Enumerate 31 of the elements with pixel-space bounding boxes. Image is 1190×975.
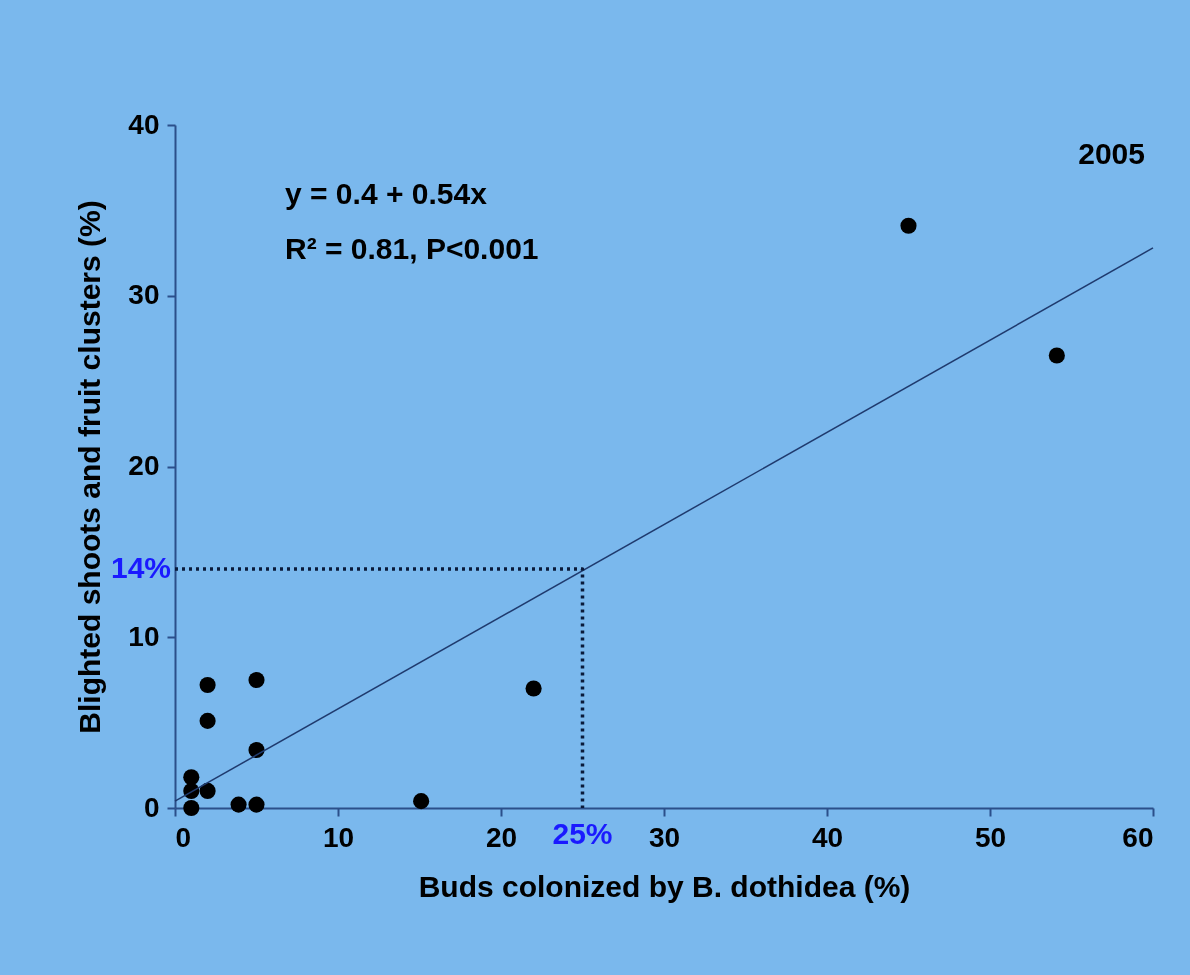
x-tick-label: 20 (485, 821, 518, 853)
y-tick-label: 40 (128, 108, 160, 140)
x-tick-label: 0 (175, 821, 192, 853)
point (199, 712, 216, 729)
y-tick-label: 30 (128, 279, 160, 311)
annotation: 2005 (1078, 137, 1145, 170)
y-tick-label: 0 (143, 791, 160, 823)
point (1048, 347, 1065, 364)
y-axis-title: Blighted shoots and fruit clusters (%) (73, 200, 107, 734)
point (525, 680, 542, 697)
annotation: y = 0.4 + 0.54x (285, 177, 488, 210)
y-tick-label: 10 (128, 620, 160, 652)
annotation: 14% (110, 550, 171, 584)
point (199, 677, 216, 694)
point (183, 799, 200, 817)
point (248, 796, 265, 813)
point (199, 782, 216, 799)
x-tick-label: 60 (1122, 821, 1154, 853)
annotation: R² = 0.81, P<0.001 (285, 232, 539, 265)
x-tick-label: 50 (974, 821, 1007, 853)
y-tick-label: 20 (128, 450, 160, 481)
point (248, 671, 265, 688)
point (183, 769, 200, 786)
x-axis-title: Buds colonized by B. dothidea (%) (418, 869, 911, 903)
x-tick-label: 30 (648, 821, 681, 853)
point (900, 217, 917, 234)
x-tick-label: 10 (322, 821, 355, 853)
point (413, 793, 430, 810)
annotation: 25% (552, 817, 613, 850)
x-tick-label: 40 (811, 821, 844, 853)
point (230, 796, 247, 813)
